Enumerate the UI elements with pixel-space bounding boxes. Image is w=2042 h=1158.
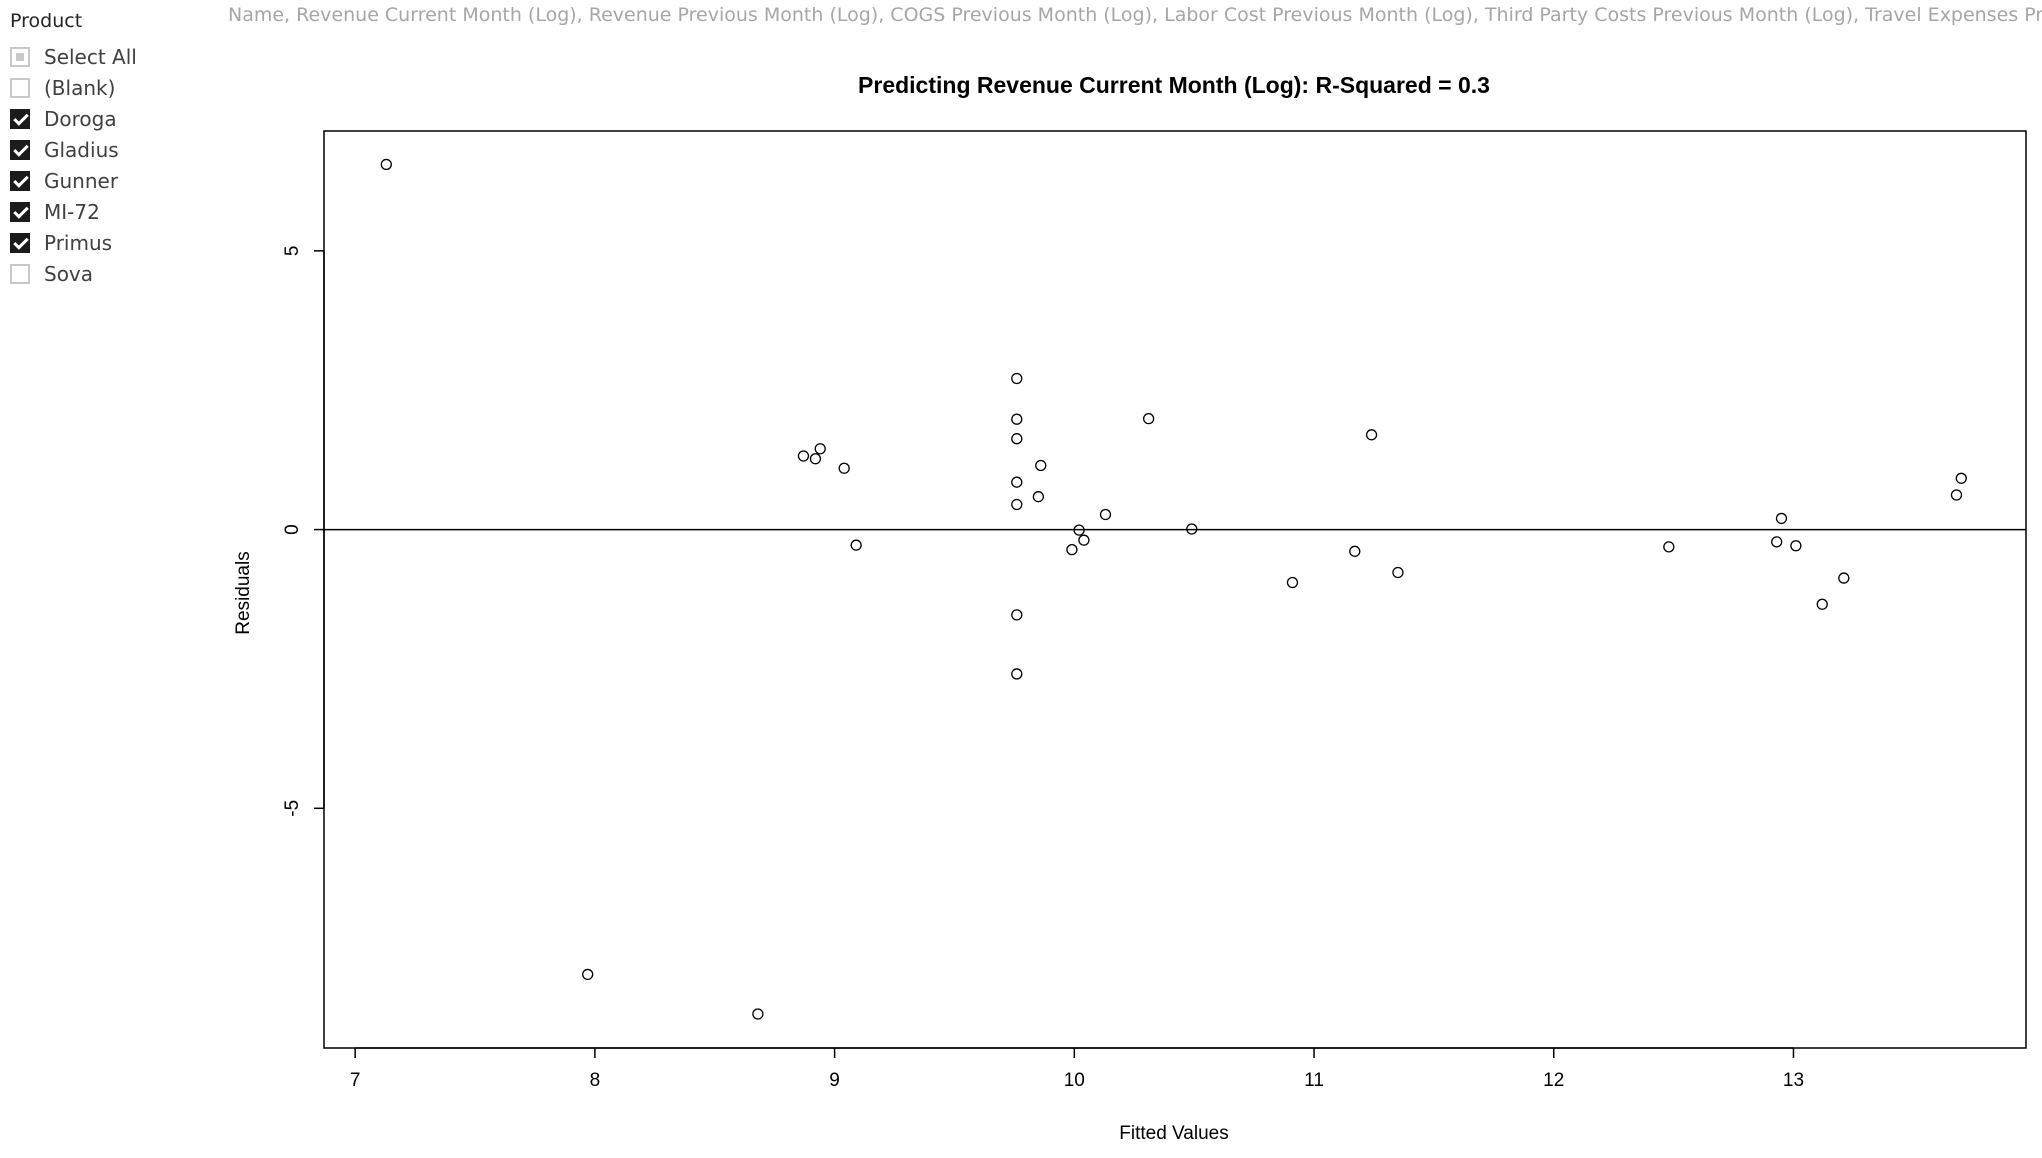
y-axis-label: Residuals [233, 551, 254, 634]
checkbox-checked-icon[interactable] [10, 171, 30, 191]
chart-title: Predicting Revenue Current Month (Log): … [858, 72, 1490, 98]
data-point [1011, 476, 1023, 488]
slicer-item-label: Select All [44, 45, 137, 69]
data-point [1365, 429, 1378, 441]
x-tick-label: 9 [829, 1070, 840, 1091]
slicer-item-primus[interactable]: Primus [10, 230, 200, 258]
x-axis: 7 8 9 10 11 12 13 [350, 1047, 1804, 1091]
data-point [1011, 413, 1023, 425]
slicer-item-label: Sova [44, 262, 94, 286]
data-point [1392, 566, 1404, 579]
slicer-item-label: Gladius [44, 138, 119, 162]
data-point [1011, 433, 1023, 445]
data-point [1955, 472, 1967, 484]
data-points [380, 158, 1967, 1020]
data-point [814, 443, 826, 455]
slicer-item-blank[interactable]: (Blank) [10, 75, 200, 103]
data-point [1078, 534, 1090, 546]
data-point [1838, 572, 1850, 584]
data-point [1011, 609, 1023, 621]
data-point [1073, 524, 1085, 536]
checkbox-checked-icon[interactable] [10, 233, 30, 253]
data-point [380, 158, 392, 171]
data-point [1099, 508, 1112, 521]
data-point [1011, 498, 1023, 511]
x-tick-label: 7 [350, 1070, 361, 1091]
visual-fields-list: Name, Revenue Current Month (Log), Reven… [228, 4, 2042, 26]
data-point [1286, 576, 1299, 589]
x-axis-label: Fitted Values [1119, 1123, 1228, 1144]
x-tick-label: 10 [1064, 1070, 1085, 1091]
data-point [1775, 512, 1788, 525]
checkbox-partial-icon[interactable] [10, 47, 30, 67]
slicer-item-label: (Blank) [44, 76, 116, 100]
data-point [809, 453, 822, 465]
slicer-item-doroga[interactable]: Doroga [10, 106, 200, 134]
data-point [1349, 545, 1361, 557]
slicer-item-select-all[interactable]: Select All [10, 44, 200, 72]
x-tick-label: 12 [1543, 1070, 1564, 1091]
checkbox-checked-icon[interactable] [10, 109, 30, 129]
data-point [1186, 523, 1198, 535]
data-point [1790, 540, 1802, 552]
data-point [1816, 598, 1828, 610]
data-point [797, 450, 810, 462]
x-tick-label: 8 [590, 1070, 601, 1091]
data-point [850, 539, 862, 551]
checkbox-checked-icon[interactable] [10, 202, 30, 222]
slicer-item-gladius[interactable]: Gladius [10, 137, 200, 165]
data-point [1771, 536, 1783, 548]
slicer-item-label: MI-72 [44, 200, 100, 224]
data-point [1035, 459, 1047, 472]
data-point [582, 968, 594, 981]
y-tick-label: 5 [282, 246, 303, 257]
slicer-title: Product [10, 10, 83, 32]
y-tick-label: -5 [282, 800, 303, 817]
data-point [752, 1008, 764, 1020]
x-tick-label: 13 [1783, 1070, 1804, 1091]
checkbox-unchecked-icon[interactable] [10, 264, 30, 284]
slicer-item-mi-72[interactable]: MI-72 [10, 199, 200, 227]
data-point [1663, 541, 1675, 553]
plot-frame [323, 130, 2027, 1049]
checkbox-checked-icon[interactable] [10, 140, 30, 160]
data-point [1011, 372, 1023, 385]
data-point [1032, 491, 1045, 503]
data-point [1142, 412, 1155, 425]
x-tick-label: 11 [1304, 1070, 1324, 1091]
slicer-item-label: Doroga [44, 107, 117, 131]
data-point [1950, 489, 1963, 501]
slicer-item-sova[interactable]: Sova [10, 261, 200, 289]
slicer-item-gunner[interactable]: Gunner [10, 168, 200, 196]
data-point [1066, 543, 1078, 556]
data-point [1011, 668, 1023, 680]
data-point [838, 462, 850, 474]
checkbox-unchecked-icon[interactable] [10, 78, 30, 98]
y-axis: 5 0 -5 [282, 246, 325, 817]
slicer-item-label: Gunner [44, 169, 119, 193]
y-tick-label: 0 [282, 524, 303, 535]
slicer-item-label: Primus [44, 231, 113, 255]
